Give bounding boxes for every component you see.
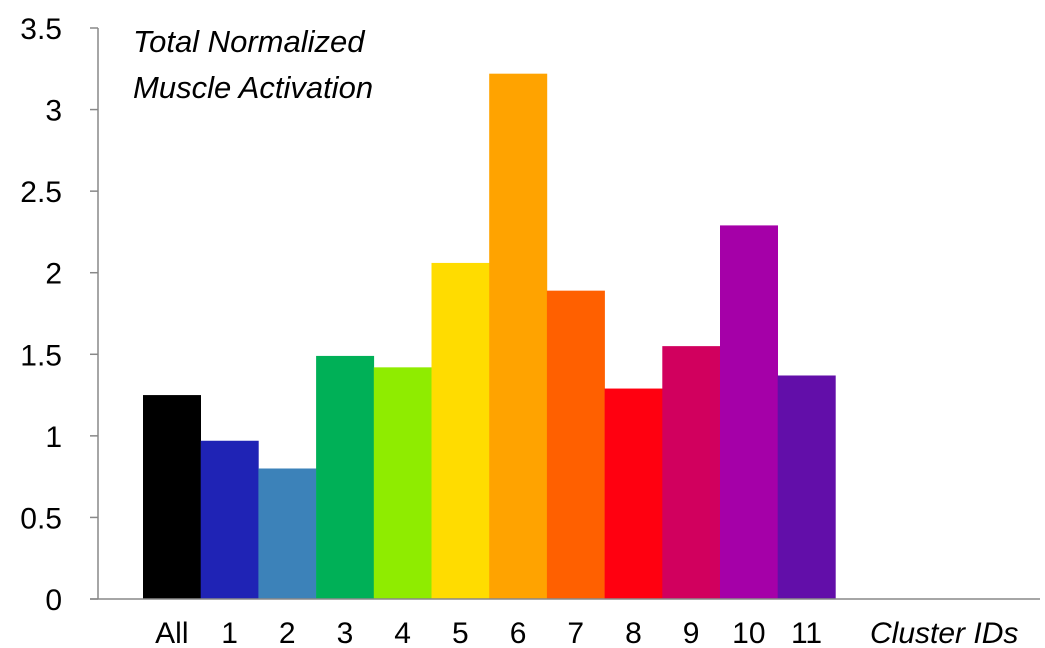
x-tick-label: 2	[279, 617, 296, 648]
bar-9	[662, 346, 721, 599]
chart-title-line-2: Muscle Activation	[133, 70, 373, 105]
bar-2	[258, 468, 317, 599]
x-tick-label: 11	[791, 617, 822, 648]
axes-group	[90, 28, 1040, 600]
y-tick-label: 0.5	[20, 502, 62, 535]
chart-title-line-1: Total Normalized	[133, 24, 366, 59]
x-tick-label: 8	[625, 617, 642, 648]
bar-6	[489, 73, 548, 600]
bar-7	[546, 290, 605, 599]
x-ticks-group: All 1 2 3 4 5 6 7 8 9 10 11	[155, 617, 822, 648]
bars-group	[143, 73, 836, 600]
y-tick-label: 1.5	[20, 339, 62, 372]
bar-1	[200, 440, 259, 599]
bar-5	[431, 262, 490, 599]
y-tick-label: 1	[45, 421, 62, 454]
bar-10	[720, 225, 778, 599]
y-tick-label: 2.5	[20, 176, 62, 209]
x-tick-label: 4	[394, 617, 411, 648]
x-tick-label: 9	[683, 617, 700, 648]
x-tick-label: 10	[732, 617, 765, 648]
x-tick-label: 3	[337, 617, 354, 648]
bar-4	[373, 367, 432, 599]
bar-all	[143, 395, 201, 599]
x-tick-label: 6	[510, 617, 527, 648]
y-tick-label: 0	[45, 584, 62, 617]
bar-3	[316, 355, 375, 599]
y-tick-label: 3.5	[20, 13, 62, 46]
x-tick-label: All	[155, 617, 188, 648]
y-tick-label: 3	[45, 95, 62, 128]
x-tick-label: 1	[221, 617, 238, 648]
x-tick-label: 5	[452, 617, 469, 648]
y-tick-label: 2	[45, 258, 62, 291]
x-axis-label: Cluster IDs	[870, 617, 1018, 648]
y-ticks-group: 0 0.5 1 1.5 2 2.5 3 3.5	[20, 13, 98, 617]
bar-11	[777, 375, 836, 599]
bar-8	[604, 388, 663, 599]
x-tick-label: 7	[567, 617, 584, 648]
